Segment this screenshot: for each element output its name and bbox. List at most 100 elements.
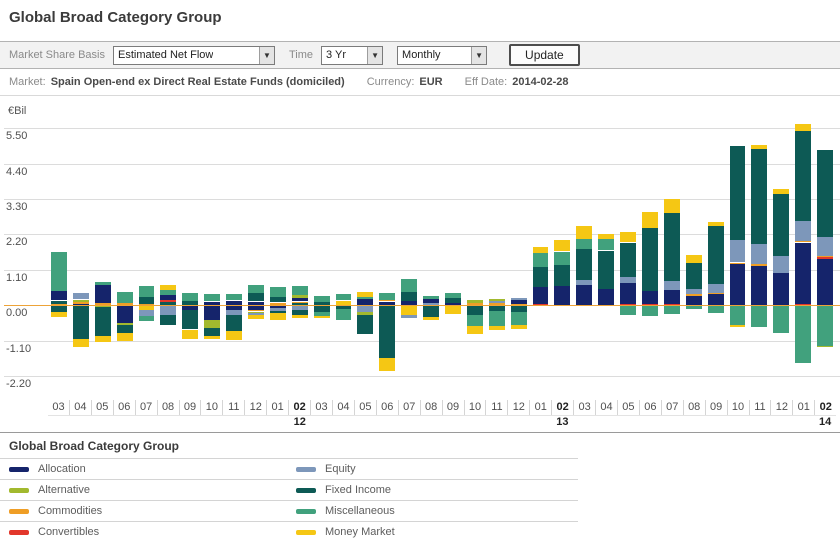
bar-segment-miscellaneous[interactable]: [116, 292, 133, 304]
bar-segment-allocation[interactable]: [685, 295, 702, 306]
bar-segment-fixed_income[interactable]: [335, 305, 352, 310]
bar-segment-commodities[interactable]: [72, 301, 89, 304]
bar-06/13[interactable]: [642, 120, 658, 394]
bar-segment-allocation[interactable]: [707, 294, 724, 306]
bar-segment-equity[interactable]: [226, 310, 242, 315]
bar-segment-equity[interactable]: [707, 284, 724, 294]
bar-segment-money_market[interactable]: [795, 124, 812, 131]
bar-07/13[interactable]: [663, 120, 680, 394]
bar-segment-miscellaneous[interactable]: [576, 238, 593, 250]
bar-segment-miscellaneous[interactable]: [313, 312, 330, 317]
bar-segment-money_market[interactable]: [72, 339, 89, 348]
bar-segment-money_market[interactable]: [357, 291, 374, 298]
bar-segment-money_market[interactable]: [94, 336, 111, 343]
bar-09/12[interactable]: [445, 120, 461, 394]
bar-segment-allocation[interactable]: [598, 289, 615, 306]
bar-segment-fixed_income[interactable]: [379, 305, 396, 358]
bar-segment-money_market[interactable]: [226, 331, 242, 341]
bar-segment-fixed_income[interactable]: [313, 302, 330, 306]
bar-12/11[interactable]: [248, 120, 264, 394]
bar-segment-miscellaneous[interactable]: [51, 251, 67, 291]
bar-segment-miscellaneous[interactable]: [773, 305, 790, 334]
bar-segment-fixed_income[interactable]: [401, 291, 418, 301]
bar-segment-miscellaneous[interactable]: [248, 285, 264, 294]
bar-segment-allocation[interactable]: [248, 305, 264, 310]
bar-segment-equity[interactable]: [729, 239, 746, 263]
bar-02/13[interactable]: [554, 120, 571, 394]
bar-segment-money_market[interactable]: [182, 329, 199, 339]
bar-segment-fixed_income[interactable]: [291, 303, 308, 306]
bar-segment-miscellaneous[interactable]: [663, 305, 680, 315]
bar-segment-allocation[interactable]: [795, 242, 812, 304]
bar-segment-allocation[interactable]: [357, 298, 374, 306]
bar-segment-money_market[interactable]: [773, 189, 790, 195]
bar-10/11[interactable]: [204, 120, 221, 394]
bar-segment-commodities[interactable]: [291, 301, 308, 304]
bar-segment-allocation[interactable]: [291, 297, 308, 302]
bar-segment-commodities[interactable]: [116, 303, 133, 306]
bar-segment-money_market[interactable]: [488, 325, 505, 331]
bar-03/11[interactable]: [51, 120, 67, 394]
bar-segment-money_market[interactable]: [729, 325, 746, 327]
bar-segment-allocation[interactable]: [773, 272, 790, 306]
bar-segment-miscellaneous[interactable]: [335, 294, 352, 301]
bar-05/13[interactable]: [620, 120, 636, 394]
bar-segment-allocation[interactable]: [510, 300, 527, 304]
bar-segment-alternative[interactable]: [204, 319, 221, 328]
bar-segment-miscellaneous[interactable]: [160, 289, 177, 296]
bar-segment-allocation[interactable]: [729, 264, 746, 306]
bar-segment-commodities[interactable]: [817, 256, 833, 258]
bar-segment-money_market[interactable]: [642, 211, 658, 228]
bar-07/11[interactable]: [138, 120, 155, 394]
bar-segment-fixed_income[interactable]: [554, 265, 571, 287]
time-select[interactable]: 3 Yr ▼: [321, 45, 384, 65]
bar-segment-money_market[interactable]: [204, 336, 221, 339]
bar-segment-allocation[interactable]: [182, 305, 199, 311]
bar-segment-fixed_income[interactable]: [226, 315, 242, 332]
bar-segment-miscellaneous[interactable]: [401, 278, 418, 292]
bar-segment-equity[interactable]: [817, 237, 833, 256]
bar-segment-money_market[interactable]: [510, 324, 527, 329]
bar-segment-fixed_income[interactable]: [248, 293, 264, 302]
bar-segment-alternative[interactable]: [817, 345, 833, 348]
bar-segment-fixed_income[interactable]: [313, 305, 330, 313]
bar-segment-allocation[interactable]: [554, 286, 571, 306]
bar-segment-commodities[interactable]: [707, 293, 724, 295]
bar-segment-allocation[interactable]: [160, 295, 177, 301]
bar-12/13[interactable]: [773, 120, 790, 394]
bar-segment-miscellaneous[interactable]: [488, 310, 505, 326]
bar-segment-fixed_income[interactable]: [182, 300, 199, 306]
bar-segment-equity[interactable]: [620, 277, 636, 284]
bar-segment-fixed_income[interactable]: [72, 305, 89, 340]
bar-segment-money_market[interactable]: [576, 226, 593, 239]
bar-segment-equity[interactable]: [248, 313, 264, 316]
bar-segment-miscellaneous[interactable]: [685, 305, 702, 309]
bar-segment-fixed_income[interactable]: [620, 242, 636, 277]
bar-segment-miscellaneous[interactable]: [466, 315, 483, 326]
bar-segment-allocation[interactable]: [663, 290, 680, 305]
bar-segment-fixed_income[interactable]: [423, 305, 439, 317]
bar-segment-allocation[interactable]: [751, 266, 768, 306]
bar-segment-allocation[interactable]: [379, 301, 396, 306]
bar-segment-commodities[interactable]: [795, 240, 812, 243]
bar-segment-miscellaneous[interactable]: [313, 296, 330, 303]
bar-segment-money_market[interactable]: [116, 332, 133, 342]
bar-segment-commodities[interactable]: [51, 303, 67, 306]
bar-segment-fixed_income[interactable]: [269, 296, 286, 303]
bar-segment-fixed_income[interactable]: [817, 149, 833, 238]
bar-segment-miscellaneous[interactable]: [751, 305, 768, 327]
bar-segment-miscellaneous[interactable]: [357, 297, 374, 299]
bar-segment-fixed_income[interactable]: [357, 315, 374, 335]
bar-segment-money_market[interactable]: [685, 254, 702, 264]
bar-segment-allocation[interactable]: [532, 287, 549, 305]
bar-segment-commodities[interactable]: [138, 303, 155, 306]
bar-segment-convertibles[interactable]: [817, 257, 833, 259]
bar-segment-fixed_income[interactable]: [751, 148, 768, 244]
bar-segment-allocation[interactable]: [72, 303, 89, 306]
bar-segment-miscellaneous[interactable]: [379, 292, 396, 300]
bar-08/11[interactable]: [160, 120, 177, 394]
bar-segment-equity[interactable]: [291, 305, 308, 311]
bar-segment-fixed_income[interactable]: [160, 301, 177, 306]
bar-segment-miscellaneous[interactable]: [795, 305, 812, 364]
bar-segment-miscellaneous[interactable]: [138, 316, 155, 322]
